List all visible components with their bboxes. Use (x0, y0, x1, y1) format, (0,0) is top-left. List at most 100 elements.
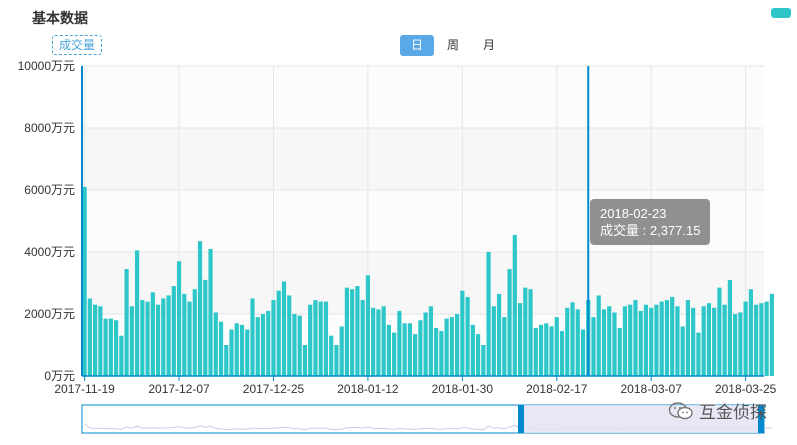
datazoom-slider[interactable] (81, 404, 772, 434)
data-bar (145, 301, 150, 376)
data-bar (455, 314, 460, 376)
data-bar (628, 304, 633, 376)
data-bar (287, 295, 292, 376)
grid-band (82, 66, 764, 128)
grid-band (82, 128, 764, 190)
y-tick-label: 0万元 (44, 369, 75, 383)
data-bar (171, 286, 176, 376)
data-bar (643, 304, 649, 376)
tooltip-date: 2018-02-23 (600, 206, 667, 221)
data-bar (413, 334, 418, 376)
data-bar (696, 332, 701, 376)
data-bar (612, 312, 617, 376)
data-bar (523, 287, 528, 376)
data-bar (187, 301, 192, 376)
data-bar (224, 345, 229, 376)
data-bar (633, 300, 638, 376)
data-bar (733, 314, 738, 376)
data-bar (245, 329, 250, 376)
data-bar (213, 312, 218, 376)
data-bar (680, 326, 685, 376)
data-bar (423, 312, 428, 376)
data-bar (161, 298, 166, 376)
chart-axes: 0万元 2000万元 4000万元 6000万元 8000万元 10000万元 2017-1… (18, 59, 777, 396)
data-bar (381, 306, 386, 376)
data-bar (82, 186, 87, 376)
data-bar (87, 298, 92, 376)
data-bar (491, 306, 496, 376)
data-bar (565, 307, 570, 376)
data-bar (124, 269, 129, 376)
data-bar (759, 303, 764, 376)
data-bar (533, 327, 538, 376)
data-bar (439, 331, 444, 376)
data-bar (664, 300, 670, 376)
data-bar (549, 326, 554, 376)
tab-week[interactable]: 周 (446, 38, 459, 52)
data-bar (266, 310, 271, 376)
data-bar (98, 306, 103, 376)
data-bar (743, 301, 748, 376)
data-bar (481, 345, 486, 376)
data-bar (517, 303, 523, 376)
data-bar (706, 303, 712, 376)
tab-month[interactable]: 月 (482, 38, 495, 52)
data-bar (470, 324, 475, 376)
data-bar (528, 289, 533, 376)
data-bar (140, 300, 145, 376)
tab-day[interactable]: 日 (400, 35, 434, 56)
data-bar (392, 332, 397, 376)
data-bar (465, 296, 470, 376)
x-tick-label: 2018-03-25 (715, 382, 777, 396)
data-bar (428, 306, 433, 376)
data-bar (360, 300, 365, 376)
data-bar (297, 315, 302, 376)
data-bar (649, 307, 654, 376)
data-bar (502, 317, 507, 376)
legend-swatch[interactable] (771, 8, 791, 18)
data-bar (617, 327, 622, 376)
data-bar (155, 304, 161, 376)
data-bar (402, 323, 407, 376)
data-bar (218, 321, 224, 376)
data-bar (397, 310, 402, 376)
data-bar (727, 279, 732, 376)
data-bar (329, 335, 334, 376)
data-bar (365, 275, 371, 376)
data-bar (350, 289, 355, 376)
data-bar (119, 335, 124, 376)
x-tick-label: 2018-01-30 (432, 382, 494, 396)
data-bar (675, 306, 680, 376)
x-tick-label: 2017-12-07 (148, 382, 210, 396)
y-tick-label: 8000万元 (24, 121, 75, 135)
data-bar (418, 320, 423, 376)
data-bar (659, 301, 664, 376)
x-tick-label: 2018-01-12 (337, 382, 399, 396)
data-bar (292, 314, 297, 376)
data-bar (654, 304, 659, 376)
y-tick-label: 6000万元 (24, 183, 75, 197)
data-bar (722, 304, 727, 376)
data-bar (260, 314, 266, 376)
wechat-icon (668, 401, 693, 419)
data-bar (496, 293, 502, 376)
tooltip-value-row: 成交量 : 2,377.15 (600, 223, 701, 238)
data-bar (460, 290, 465, 376)
data-bar (203, 279, 208, 376)
chart-tooltip: 2018-02-23 成交量 : 2,377.15 (590, 199, 711, 245)
watermark-text: 互金侦探 (699, 403, 767, 422)
data-bar (407, 323, 412, 376)
data-bar (255, 317, 260, 376)
data-bar (638, 310, 643, 376)
data-bar (738, 312, 743, 376)
metric-tag-volume[interactable]: 成交量 (52, 35, 103, 55)
data-bar (701, 306, 706, 376)
data-bar (475, 334, 481, 376)
data-bar (596, 295, 601, 376)
data-bar (371, 307, 376, 376)
data-bar (685, 300, 691, 376)
tooltip-label: 成交量 (600, 223, 640, 238)
data-bar (281, 281, 287, 376)
data-bar (129, 306, 134, 376)
